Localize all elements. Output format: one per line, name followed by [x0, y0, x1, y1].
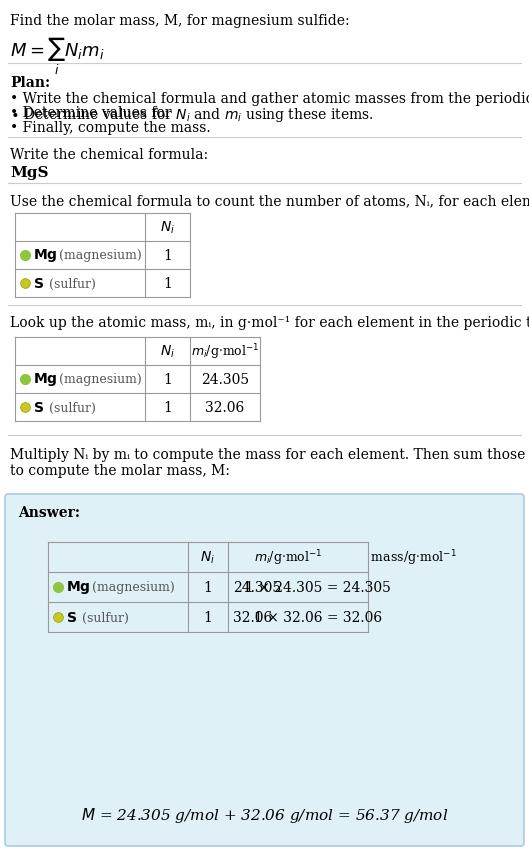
Text: $\bf{S}$: $\bf{S}$	[66, 610, 77, 624]
FancyBboxPatch shape	[5, 495, 524, 846]
Text: (sulfur): (sulfur)	[45, 277, 96, 290]
Text: $m_i$/g·mol$^{-1}$: $m_i$/g·mol$^{-1}$	[190, 342, 259, 362]
Text: (magnesium): (magnesium)	[55, 373, 142, 386]
Text: 24.305: 24.305	[233, 580, 281, 595]
Text: $N_i$: $N_i$	[160, 219, 175, 236]
Text: $\bf{S}$: $\bf{S}$	[33, 276, 44, 291]
Text: Look up the atomic mass, mᵢ, in g·mol⁻¹ for each element in the periodic table:: Look up the atomic mass, mᵢ, in g·mol⁻¹ …	[10, 316, 529, 329]
Text: Answer:: Answer:	[18, 506, 80, 519]
Text: (magnesium): (magnesium)	[88, 581, 175, 594]
Text: Use the chemical formula to count the number of atoms, Nᵢ, for each element:: Use the chemical formula to count the nu…	[10, 194, 529, 208]
Text: $N_i$: $N_i$	[200, 549, 215, 566]
Text: 1 × 24.305 = 24.305: 1 × 24.305 = 24.305	[245, 580, 391, 595]
Text: 1: 1	[163, 276, 172, 291]
Text: $\bf{Mg}$: $\bf{Mg}$	[66, 579, 90, 595]
Text: $\bf{S}$: $\bf{S}$	[33, 401, 44, 415]
Text: 1: 1	[163, 249, 172, 263]
Text: (sulfur): (sulfur)	[45, 401, 96, 414]
Text: 1 × 32.06 = 32.06: 1 × 32.06 = 32.06	[254, 610, 382, 624]
Text: (magnesium): (magnesium)	[55, 249, 142, 262]
Text: 1: 1	[204, 610, 213, 624]
Text: 32.06: 32.06	[233, 610, 272, 624]
Text: $N_i$: $N_i$	[160, 344, 175, 360]
Text: • Determine values for: • Determine values for	[10, 106, 176, 120]
Text: 1: 1	[204, 580, 213, 595]
Text: 1: 1	[163, 401, 172, 415]
Text: 1: 1	[163, 373, 172, 386]
Text: $\bf{Mg}$: $\bf{Mg}$	[33, 247, 58, 264]
Text: 24.305: 24.305	[201, 373, 249, 386]
Text: Write the chemical formula:: Write the chemical formula:	[10, 148, 208, 162]
Text: $m_i$/g·mol$^{-1}$: $m_i$/g·mol$^{-1}$	[253, 548, 322, 567]
Text: $\bullet$ Determine values for $N_i$ and $m_i$ using these items.: $\bullet$ Determine values for $N_i$ and…	[10, 106, 374, 124]
Text: • Write the chemical formula and gather atomic masses from the periodic table.: • Write the chemical formula and gather …	[10, 92, 529, 106]
Text: $\bf{Mg}$: $\bf{Mg}$	[33, 371, 58, 388]
Text: 32.06: 32.06	[205, 401, 244, 415]
Text: $M = \sum_i N_i m_i$: $M = \sum_i N_i m_i$	[10, 36, 104, 77]
Text: $M$ = 24.305 g/mol + 32.06 g/mol = 56.37 g/mol: $M$ = 24.305 g/mol + 32.06 g/mol = 56.37…	[81, 805, 448, 825]
Text: Multiply Nᵢ by mᵢ to compute the mass for each element. Then sum those values
to: Multiply Nᵢ by mᵢ to compute the mass fo…	[10, 448, 529, 478]
Text: (sulfur): (sulfur)	[78, 611, 129, 624]
Text: Plan:: Plan:	[10, 76, 50, 90]
Text: Find the molar mass, M, for magnesium sulfide:: Find the molar mass, M, for magnesium su…	[10, 14, 350, 28]
Text: MgS: MgS	[10, 165, 49, 180]
Text: mass/g·mol$^{-1}$: mass/g·mol$^{-1}$	[363, 548, 457, 567]
Text: • Finally, compute the mass.: • Finally, compute the mass.	[10, 121, 211, 135]
